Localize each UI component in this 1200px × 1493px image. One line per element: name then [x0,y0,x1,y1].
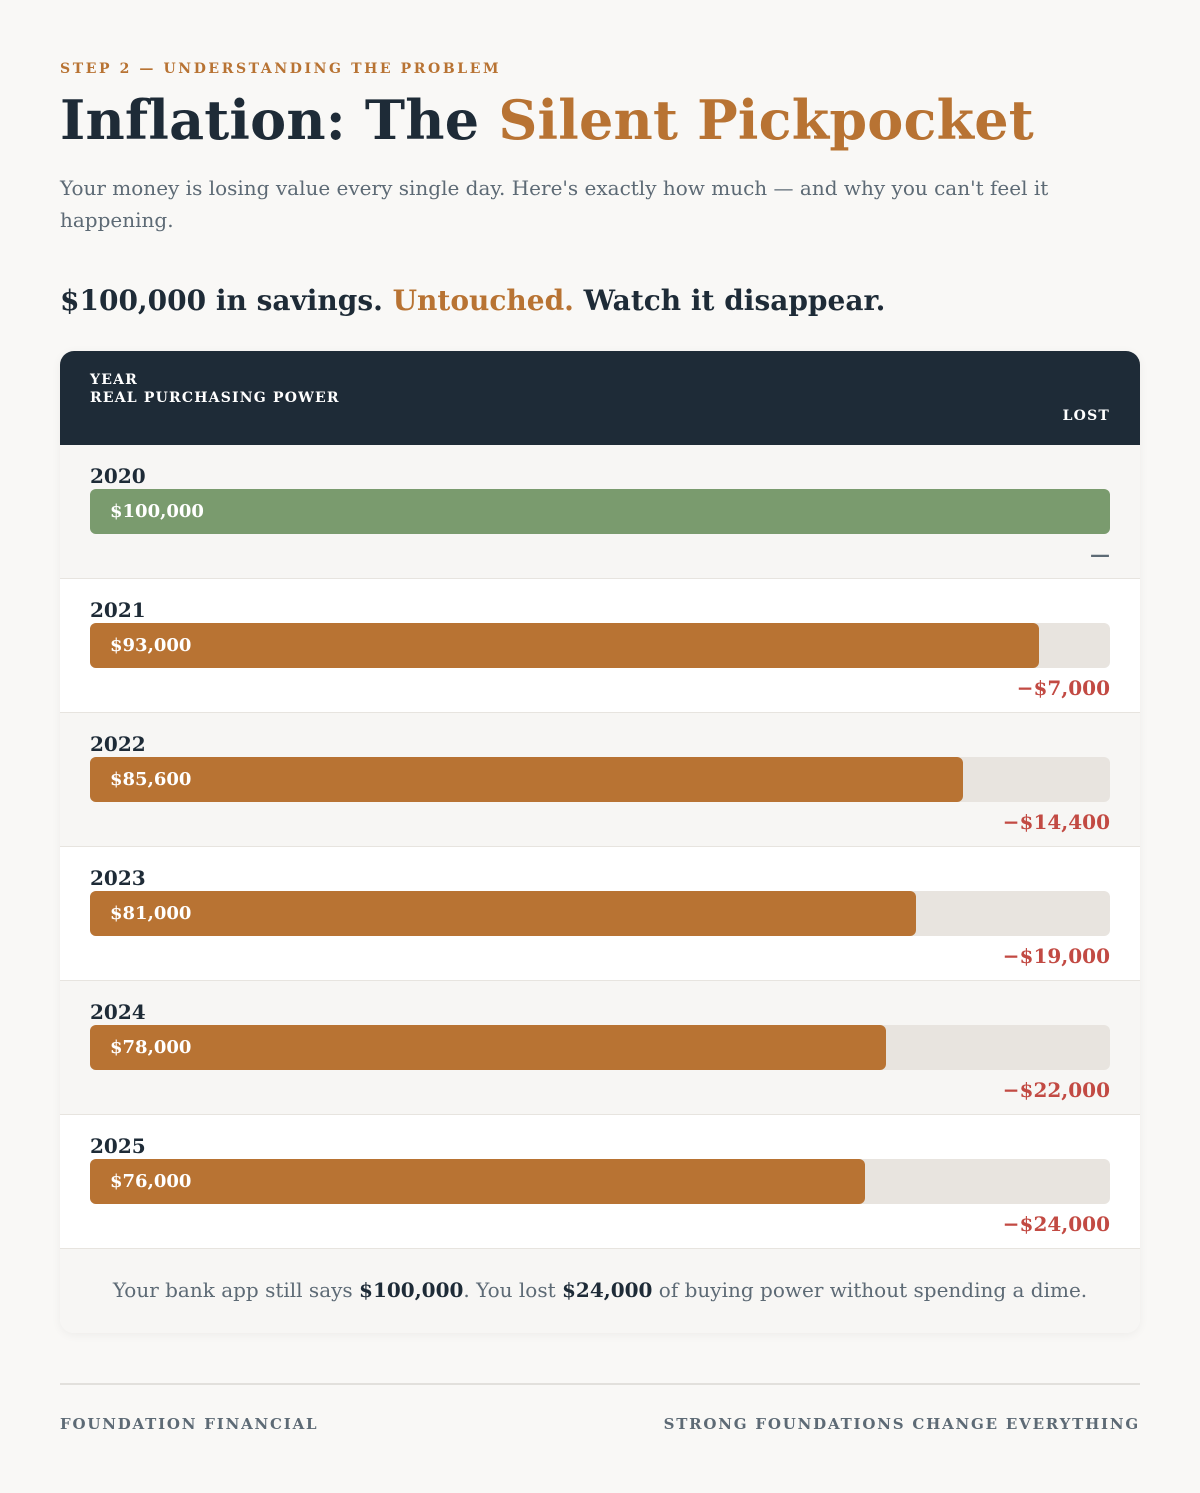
purchasing-power-bar: $78,000 [90,1025,886,1070]
lost-amount: −$24,000 [1002,1212,1110,1236]
section-title: $100,000 in savings. Untouched. Watch it… [60,284,885,317]
purchasing-power-track: $100,000 [90,489,1110,534]
table-header: YEAR REAL PURCHASING POWER LOST [60,351,1140,445]
purchasing-power-value: $78,000 [110,1037,192,1058]
footer-divider [60,1383,1140,1385]
footer-note-bank-balance: $100,000 [359,1278,464,1302]
brand-tagline: STRONG FOUNDATIONS CHANGE EVERYTHING [663,1415,1140,1433]
footer-note-part3: of buying power without spending a dime. [652,1278,1088,1302]
purchasing-power-value: $93,000 [110,635,192,656]
purchasing-power-value: $85,600 [110,769,192,790]
purchasing-power-bar: $100,000 [90,489,1110,534]
table-body: 2020 $100,000 — 2021 $93,000 −$7,000 2022 $85,6… [60,445,1140,1249]
lost-amount: −$7,000 [1016,676,1110,700]
column-header-lost: LOST [1062,408,1110,424]
purchasing-power-bar: $93,000 [90,623,1039,668]
lost-amount: −$14,400 [1002,810,1110,834]
lost-amount: −$19,000 [1002,944,1110,968]
row-year: 2025 [90,1134,146,1158]
footer-note-part1: Your bank app still says [112,1278,360,1302]
table-row: 2020 $100,000 — [60,445,1140,579]
table-row: 2023 $81,000 −$19,000 [60,847,1140,981]
purchasing-power-track: $93,000 [90,623,1110,668]
purchasing-power-value: $81,000 [110,903,192,924]
section-title-trail: Watch it disappear. [573,284,886,317]
purchasing-power-value: $76,000 [110,1171,192,1192]
footer-note-part2: . You lost [463,1278,562,1302]
section-title-lead: $100,000 in savings. [60,284,393,317]
footer-note-lost-amount: $24,000 [561,1278,653,1302]
purchasing-power-bar: $81,000 [90,891,917,936]
row-year: 2023 [90,866,146,890]
page-subtitle: Your money is losing value every single … [60,176,1049,232]
purchasing-power-bar: $76,000 [90,1159,866,1204]
table-footer-note: Your bank app still says $100,000. You l… [60,1249,1140,1333]
row-year: 2022 [90,732,146,756]
inflation-table-card: YEAR REAL PURCHASING POWER LOST 2020 $100… [60,351,1140,1333]
purchasing-power-track: $76,000 [90,1159,1110,1204]
purchasing-power-track: $85,600 [90,757,1110,802]
column-header-year: YEAR [90,372,138,388]
lost-amount: — [1090,542,1110,566]
brand-name: FOUNDATION FINANCIAL [60,1415,319,1433]
page-title-accent: Silent Pickpocket [498,88,1034,152]
page-title-main: Inflation: The [60,88,499,152]
purchasing-power-bar: $85,600 [90,757,964,802]
table-row: 2021 $93,000 −$7,000 [60,579,1140,713]
step-eyebrow: STEP 2 — UNDERSTANDING THE PROBLEM [60,61,502,77]
row-year: 2021 [90,598,146,622]
purchasing-power-value: $100,000 [110,501,204,522]
row-year: 2020 [90,464,146,488]
section-title-accent: Untouched. [392,284,574,317]
table-row: 2022 $85,600 −$14,400 [60,713,1140,847]
page-title: Inflation: The Silent Pickpocket [60,88,1034,152]
row-year: 2024 [90,1000,146,1024]
table-row: 2025 $76,000 −$24,000 [60,1115,1140,1249]
purchasing-power-track: $78,000 [90,1025,1110,1070]
column-header-power: REAL PURCHASING POWER [90,390,340,406]
lost-amount: −$22,000 [1002,1078,1110,1102]
purchasing-power-track: $81,000 [90,891,1110,936]
table-row: 2024 $78,000 −$22,000 [60,981,1140,1115]
